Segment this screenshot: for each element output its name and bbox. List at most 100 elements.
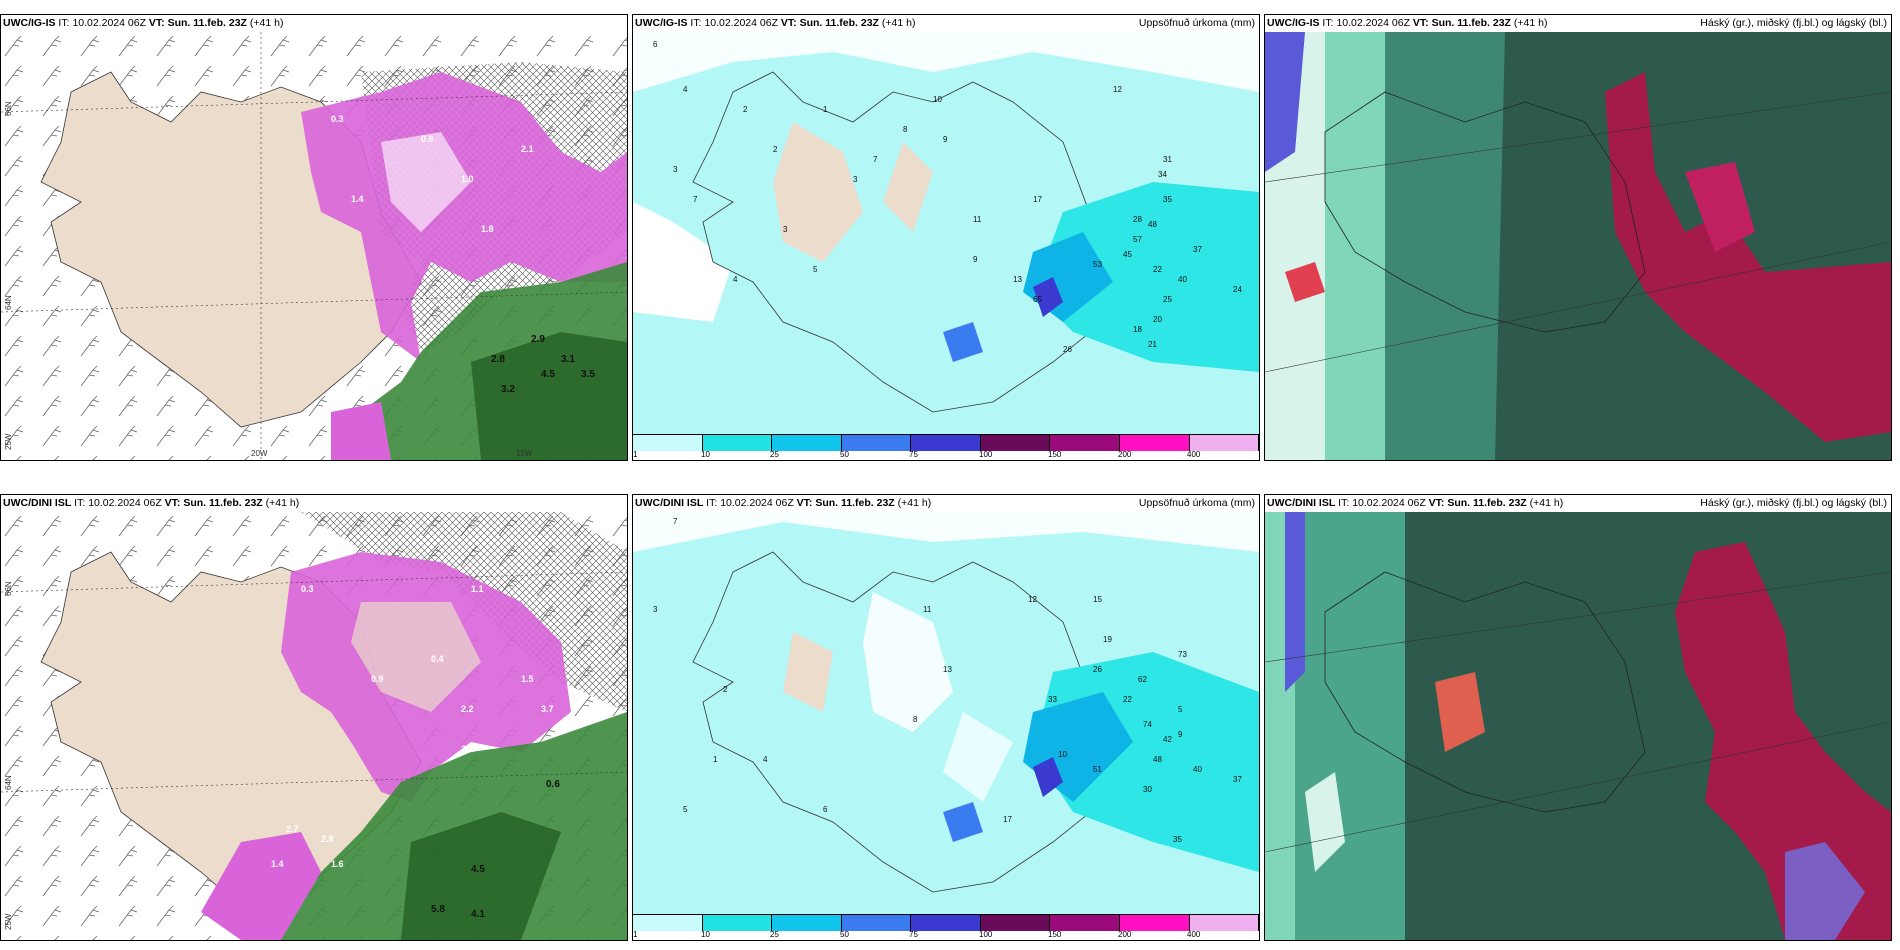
precip-value: 34 [1158, 170, 1167, 179]
contour-label: 1.1 [471, 584, 484, 594]
colorbar-tick: 50 [840, 450, 849, 459]
wind-snow-map: 0.3 0.4 0.9 1.1 1.5 2.2 2.7 2.8 3.1 3.7 … [1, 512, 627, 940]
lat-label: 64N [4, 295, 13, 310]
colorbar-swatch [702, 435, 773, 451]
colorbar-swatch [911, 915, 981, 931]
contour-label: 2.2 [461, 704, 474, 714]
precip-value: 53 [1093, 260, 1102, 269]
colorbar-swatch [980, 435, 1051, 451]
colorbar-tick: 200 [1118, 930, 1132, 939]
precip-value: 22 [1153, 265, 1162, 274]
contour-label: 3.1 [561, 354, 575, 365]
precip-value: 6 [823, 805, 828, 814]
precip-value: 5 [683, 805, 688, 814]
precip-value: 17 [1003, 815, 1012, 824]
colorbar-swatch [633, 435, 703, 451]
panel-header: UWC/DINI ISL IT: 10.02.2024 06Z VT: Sun.… [3, 497, 300, 509]
contour-label: 1.8 [481, 224, 494, 234]
precip-value: 25 [1163, 295, 1172, 304]
panel-title: Uppsöfnuð úrkoma (mm) [1138, 17, 1255, 29]
panel-precip-dini: UWC/DINI ISL IT: 10.02.2024 06Z VT: Sun.… [632, 494, 1260, 941]
precip-value: 35 [1173, 835, 1182, 844]
precip-value: 42 [1163, 735, 1172, 744]
contour-label: 1.0 [461, 174, 474, 184]
colorbar-tick: 150 [1048, 930, 1062, 939]
colorbar-tick: 75 [909, 930, 918, 939]
precip-value: 26 [1093, 665, 1102, 674]
precip-value: 15 [1093, 595, 1102, 604]
precip-value: 6 [653, 40, 658, 49]
colorbar-swatch [772, 435, 842, 451]
precip-value: 9 [943, 135, 948, 144]
cloud-map [1265, 32, 1891, 460]
colorbar-tick: 200 [1118, 450, 1132, 459]
colorbar-swatch [911, 435, 981, 451]
precip-value: 30 [1143, 785, 1152, 794]
panel-clouds-igis: UWC/IG-IS IT: 10.02.2024 06Z VT: Sun. 11… [1264, 14, 1892, 461]
precip-value: 9 [973, 255, 978, 264]
precip-value: 12 [1028, 595, 1037, 604]
panel-header: UWC/DINI ISL IT: 10.02.2024 06Z VT: Sun.… [1267, 497, 1887, 509]
lon-label: 15W [516, 449, 533, 458]
contour-label: 0.6 [421, 134, 434, 144]
contour-label: 0.4 [431, 654, 444, 664]
contour-label: 2.8 [321, 834, 334, 844]
lon-label: 25W [4, 433, 13, 450]
contour-label: 0.3 [301, 584, 314, 594]
panel-clouds-dini: UWC/DINI ISL IT: 10.02.2024 06Z VT: Sun.… [1264, 494, 1892, 941]
colorbar-tick: 1 [633, 930, 638, 939]
contour-label: 2.8 [491, 354, 505, 365]
colorbar-tick: 10 [701, 930, 710, 939]
precip-value: 26 [1063, 345, 1072, 354]
contour-label: 1.4 [351, 194, 364, 204]
precip-value: 74 [1143, 720, 1152, 729]
precip-value: 48 [1148, 220, 1157, 229]
precip-value: 35 [1163, 195, 1172, 204]
precip-value: 37 [1193, 245, 1202, 254]
contour-label: 4.5 [541, 369, 555, 380]
precip-value: 57 [1133, 235, 1142, 244]
colorbar-tick: 25 [770, 930, 779, 939]
lon-label: 25W [4, 913, 13, 930]
precip-value: 2 [743, 105, 748, 114]
colorbar-swatch [633, 915, 703, 931]
precip-value: 3 [783, 225, 788, 234]
precip-value: 28 [1133, 215, 1142, 224]
precip-value: 4 [733, 275, 738, 284]
colorbar-tick: 25 [770, 450, 779, 459]
precip-value: 65 [1033, 295, 1042, 304]
precip-value: 1 [713, 755, 718, 764]
precip-map: 6 4 2 3 2 1 3 3 7 5 9 8 10 11 12 13 17 1… [633, 32, 1259, 460]
panel-header: UWC/DINI ISL IT: 10.02.2024 06Z VT: Sun.… [635, 497, 1255, 509]
contour-label: 0.9 [371, 674, 384, 684]
contour-label: 1.6 [331, 859, 344, 869]
precip-value: 40 [1193, 765, 1202, 774]
panel-wind-snow-dini: UWC/DINI ISL IT: 10.02.2024 06Z VT: Sun.… [0, 494, 628, 941]
colorbar-swatch [841, 435, 912, 451]
precip-value: 3 [853, 175, 858, 184]
contour-label: 4.1 [471, 909, 485, 920]
precip-value: 12 [1113, 85, 1122, 94]
precip-value: 37 [1233, 775, 1242, 784]
precip-value: 4 [763, 755, 768, 764]
precip-colorbar: 1 10 25 50 75 100 150 200 400 [633, 914, 1259, 940]
precip-value: 10 [933, 95, 942, 104]
precip-value: 5 [813, 265, 818, 274]
precip-value: 21 [1148, 340, 1157, 349]
contour-label: 5.8 [431, 904, 445, 915]
precip-value: 3 [673, 165, 678, 174]
colorbar-swatch [702, 915, 773, 931]
panel-header: UWC/IG-IS IT: 10.02.2024 06Z VT: Sun. 11… [635, 17, 1255, 29]
precip-value: 51 [1093, 765, 1102, 774]
contour-label: 1.5 [521, 674, 534, 684]
precip-value: 11 [923, 605, 932, 614]
precip-value: 40 [1178, 275, 1187, 284]
precip-value: 22 [1123, 695, 1132, 704]
contour-label: 3.2 [501, 384, 515, 395]
contour-label: 3.7 [541, 704, 554, 714]
precip-value: 11 [973, 215, 982, 224]
precip-value: 18 [1133, 325, 1142, 334]
colorbar-swatch [1189, 435, 1259, 451]
colorbar-swatch [772, 915, 842, 931]
colorbar-swatch [980, 915, 1051, 931]
